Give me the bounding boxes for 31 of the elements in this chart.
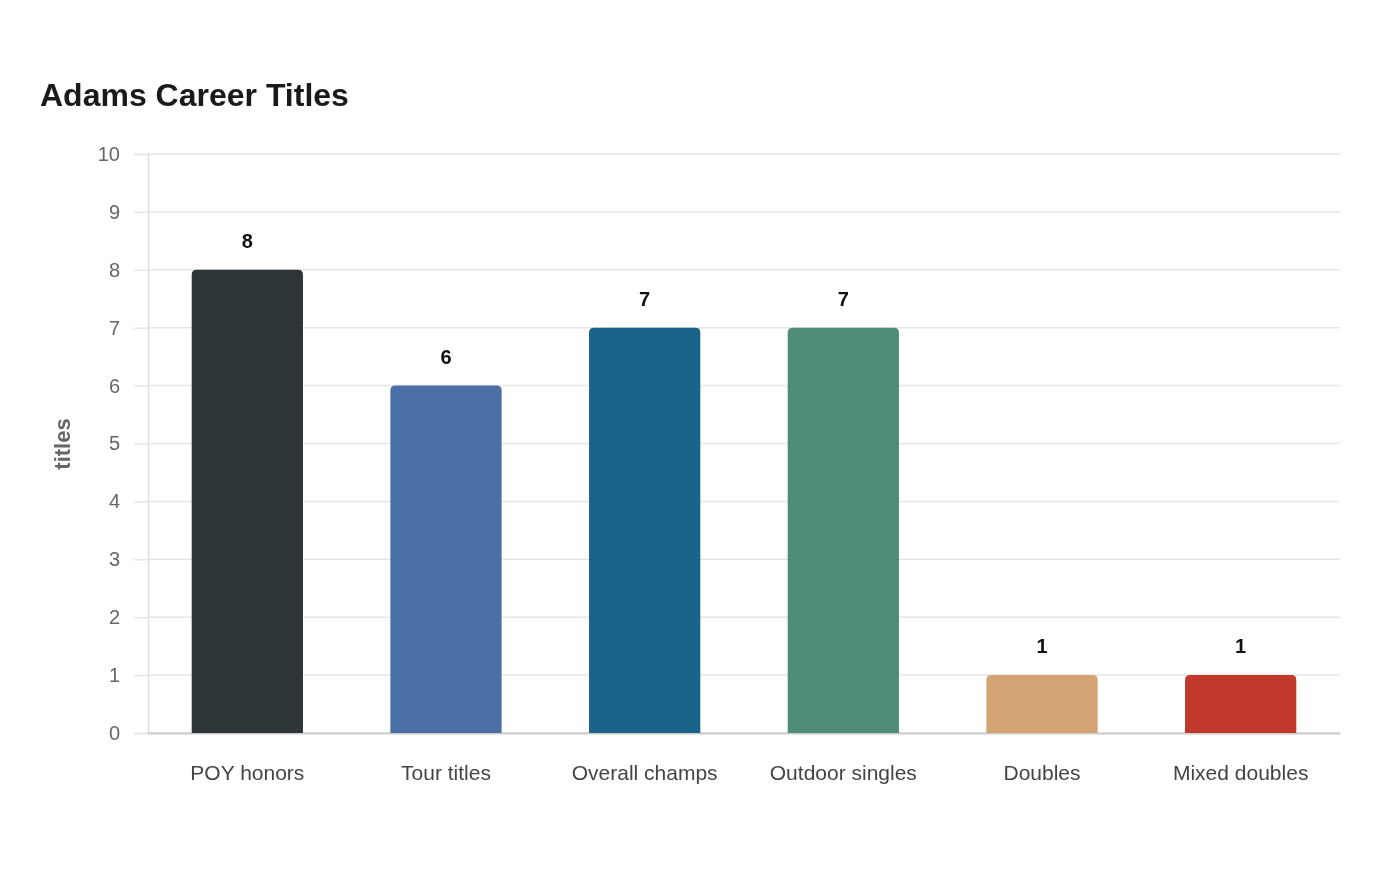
y-tick-label: 10 <box>97 142 120 165</box>
data-label: 6 <box>440 345 452 368</box>
y-tick-label: 6 <box>108 374 120 397</box>
x-tick-label: Tour titles <box>401 760 491 784</box>
data-label: 7 <box>837 287 849 310</box>
data-label: 1 <box>1036 635 1048 658</box>
x-tick-label: Overall champs <box>571 760 718 784</box>
x-tick-label: Mixed doubles <box>1172 760 1309 784</box>
bar <box>986 675 1098 733</box>
x-tick-label: POY honors <box>190 760 305 784</box>
y-tick-label: 4 <box>108 490 120 513</box>
bar <box>589 327 701 733</box>
y-tick-label: 2 <box>108 606 120 629</box>
bar <box>1185 675 1297 733</box>
y-tick-label: 7 <box>108 316 120 339</box>
y-axis-title: titles <box>50 418 75 470</box>
data-label: 1 <box>1235 635 1247 658</box>
x-tick-label: Doubles <box>1003 760 1081 784</box>
y-tick-label: 3 <box>108 548 120 571</box>
y-tick-label: 8 <box>108 258 120 281</box>
data-label: 7 <box>639 287 651 310</box>
x-tick-label: Outdoor singles <box>769 760 917 784</box>
y-tick-label: 5 <box>108 432 120 455</box>
y-tick-label: 9 <box>108 200 120 223</box>
data-label: 8 <box>241 229 253 252</box>
bar <box>191 269 303 733</box>
y-tick-label: 0 <box>108 721 120 744</box>
bar <box>390 385 502 733</box>
y-tick-label: 1 <box>108 664 120 686</box>
bar <box>787 327 899 733</box>
chart-title: Adams Career Titles <box>40 77 349 113</box>
